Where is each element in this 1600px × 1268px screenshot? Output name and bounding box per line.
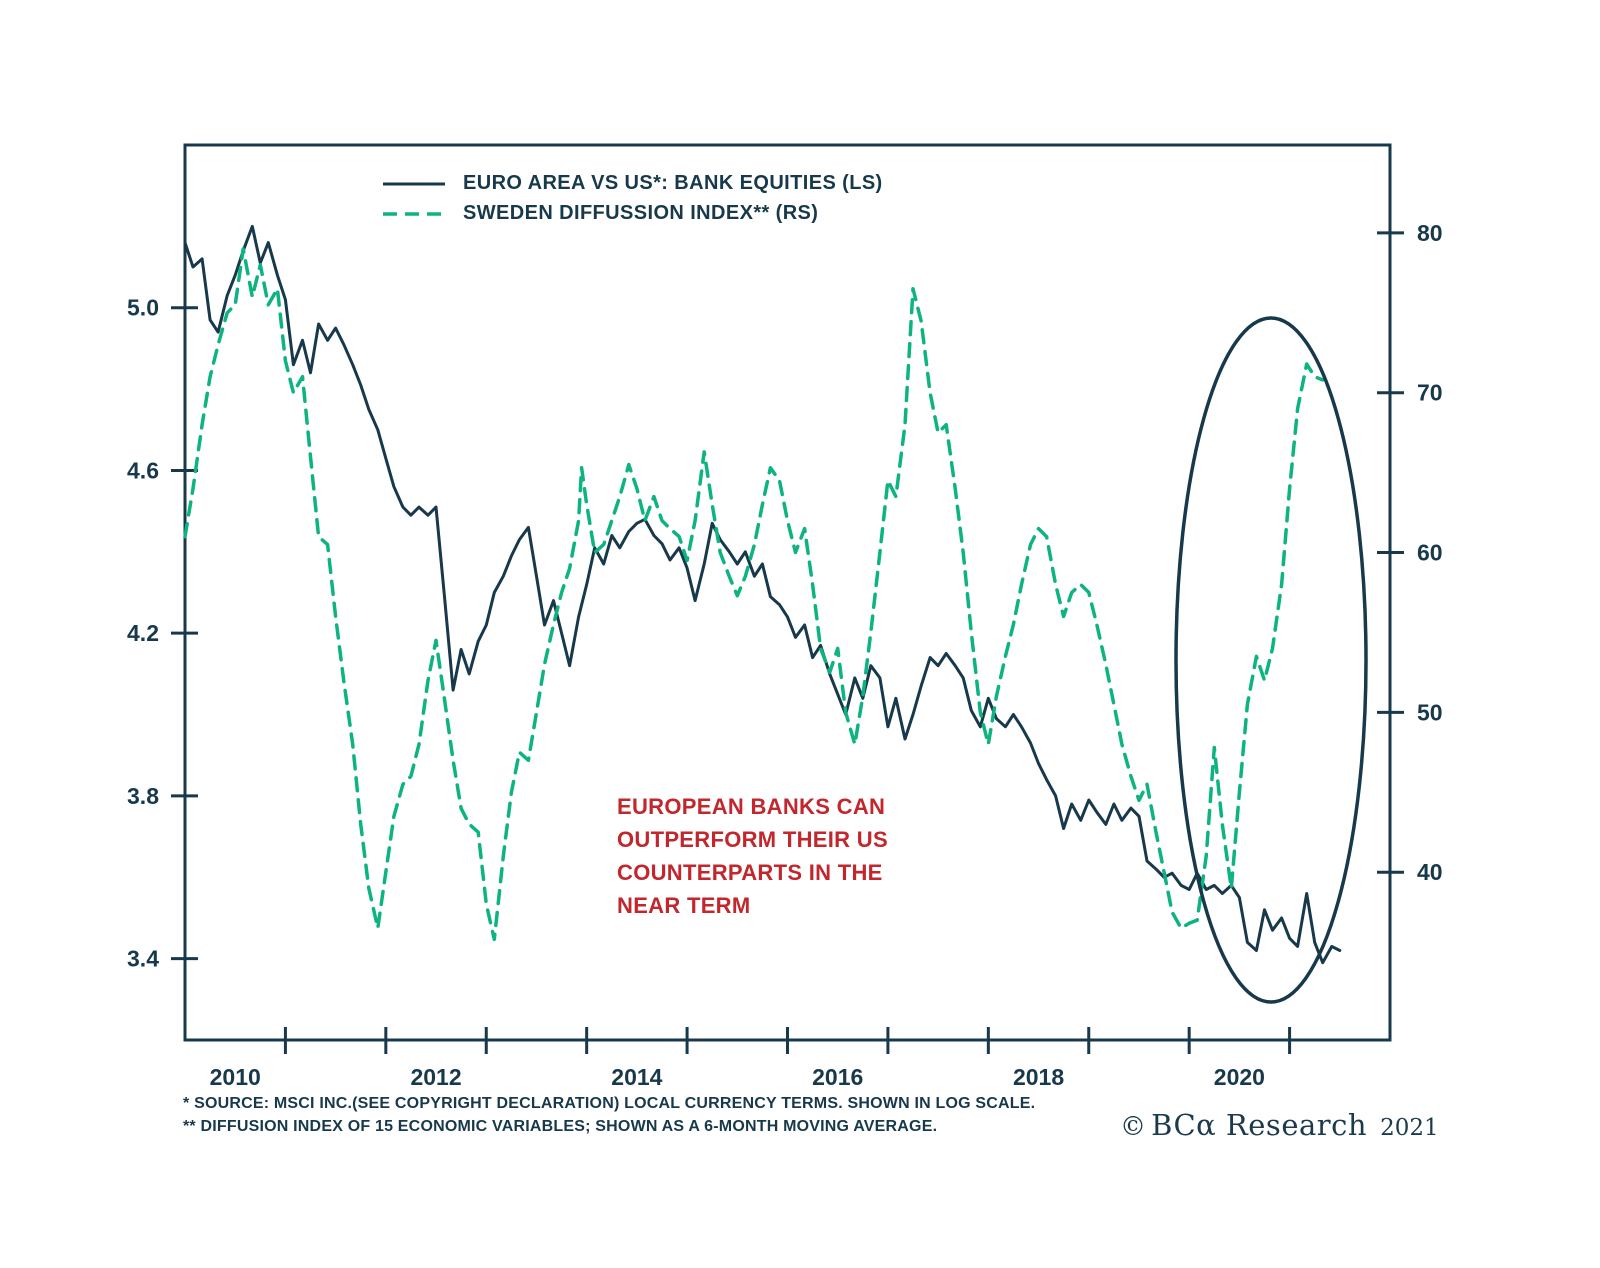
copyright-symbol: © — [1120, 1112, 1146, 1142]
right-axis-label: 80 — [1417, 220, 1443, 246]
annotation-text: EUROPEAN BANKS CAN OUTPERFORM THEIR US C… — [617, 794, 888, 918]
legend-label-sweden-diffusion: SWEDEN DIFFUSSION INDEX** (RS) — [463, 202, 819, 224]
x-axis-label: 2020 — [1214, 1064, 1265, 1090]
legend: EURO AREA VS US*: BANK EQUITIES (LS) SWE… — [383, 172, 883, 225]
highlight-ellipse — [1174, 316, 1368, 1004]
right-axis-label: 40 — [1417, 859, 1443, 885]
legend-label-bank-equities: EURO AREA VS US*: BANK EQUITIES (LS) — [463, 172, 883, 194]
dashed-line-sample-icon — [383, 211, 445, 216]
left-axis-label: 4.2 — [127, 620, 159, 646]
solid-line-sample-icon — [383, 182, 445, 185]
brand-name: BCα Research — [1151, 1108, 1368, 1142]
left-axis-label: 3.8 — [127, 783, 159, 809]
x-axis-label: 2016 — [812, 1064, 863, 1090]
footnote-source: * SOURCE: MSCI INC.(SEE COPYRIGHT DECLAR… — [183, 1095, 1036, 1112]
footnotes: * SOURCE: MSCI INC.(SEE COPYRIGHT DECLAR… — [183, 1092, 1035, 1138]
copyright-year: 2021 — [1380, 1115, 1439, 1141]
legend-item-bank-equities: EURO AREA VS US*: BANK EQUITIES (LS) — [383, 172, 883, 195]
right-axis-label: 60 — [1417, 540, 1443, 566]
right-axis-label: 70 — [1417, 380, 1443, 406]
legend-item-sweden-diffusion: SWEDEN DIFFUSSION INDEX** (RS) — [383, 202, 883, 225]
left-axis-label: 4.6 — [127, 457, 159, 483]
left-axis-label: 5.0 — [127, 295, 159, 321]
x-axis-label: 2018 — [1013, 1064, 1064, 1090]
x-axis-label: 2010 — [210, 1064, 261, 1090]
footnote-diffusion: ** DIFFUSION INDEX OF 15 ECONOMIC VARIAB… — [183, 1118, 938, 1136]
x-axis-label: 2014 — [611, 1064, 662, 1090]
right-axis-label: 50 — [1417, 699, 1443, 725]
left-axis-label: 3.4 — [127, 946, 159, 972]
x-axis-label: 2012 — [410, 1064, 461, 1090]
series-euro-area-vs-us-bank-equities — [183, 224, 1342, 965]
series-sweden-diffusion-index — [183, 247, 1325, 942]
copyright: © BCα Research 2021 — [1120, 1108, 1439, 1142]
